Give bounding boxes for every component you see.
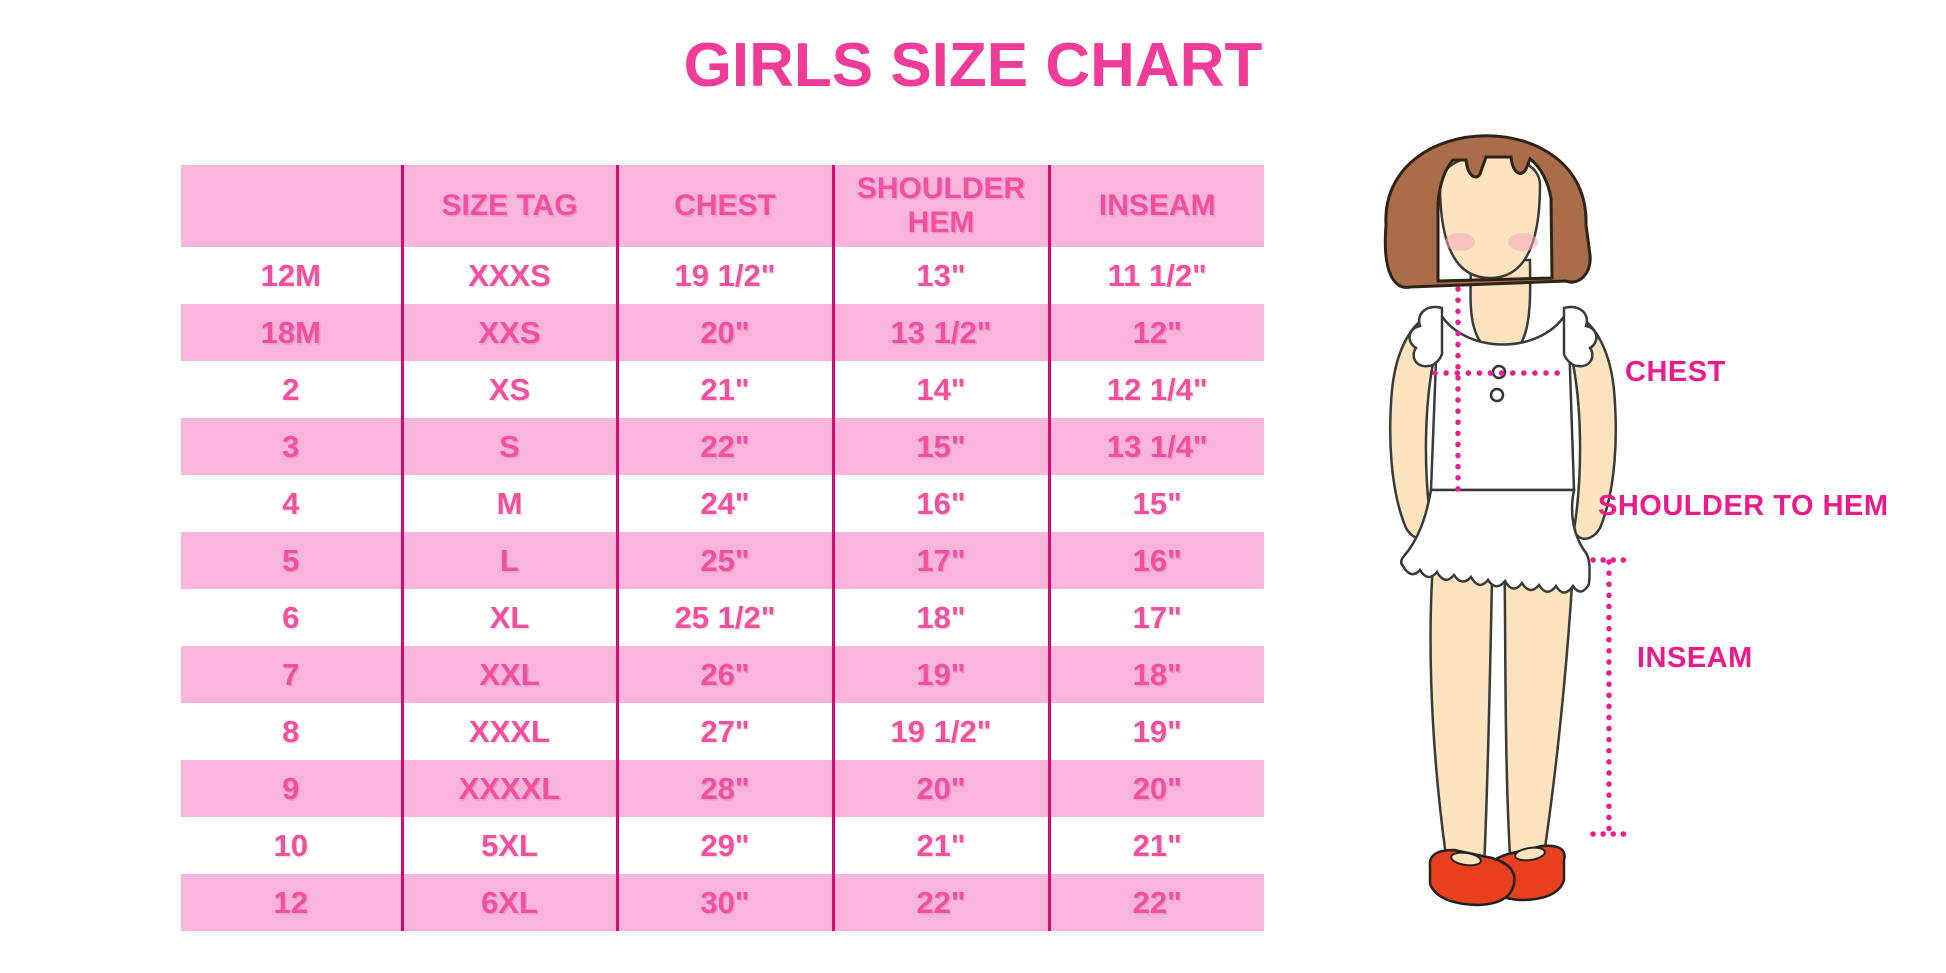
girl-left-ruffle [1408,305,1444,368]
header-row: SIZE TAG CHEST SHOULDER HEM INSEAM [181,165,1264,247]
table-cell: XS [400,361,617,418]
table-cell: 13 1/2" [831,304,1049,361]
table-cell: 21" [831,817,1049,874]
shoulder-to-hem-label: SHOULDER TO HEM [1598,490,1889,522]
girl-skirt [1400,488,1591,594]
table-cell: 19 1/2" [615,247,833,304]
table-cell: 5XL [400,817,617,874]
table-cell: 12 [181,874,402,931]
table-cell: 15" [1047,475,1264,532]
table-cell: 19 1/2" [831,703,1049,760]
column-header: SIZE TAG [400,165,617,247]
girl-figure-drawing [1383,134,1628,907]
girl-right-ruffle [1562,305,1598,368]
table-cell: 22" [831,874,1049,931]
table-cell: 27" [615,703,833,760]
table-cell: 22" [615,418,833,475]
table-cell: 12M [181,247,402,304]
table-cell: XXL [400,646,617,703]
table-cell: 15" [831,418,1049,475]
table-cell: 19" [831,646,1049,703]
column-header [181,165,402,247]
table-cell: 17" [1047,589,1264,646]
table-cell: M [400,475,617,532]
table-cell: 2 [181,361,402,418]
table-cell: XXXS [400,247,617,304]
girl-hair [1383,134,1592,289]
table-cell: 17" [831,532,1049,589]
table-cell: 10 [181,817,402,874]
table-row: 12 6XL 30" 22" 22" [181,874,1264,931]
table-cell: 18" [1047,646,1264,703]
table-cell: 20" [831,760,1049,817]
column-header: INSEAM [1047,165,1264,247]
column-header: SHOULDER HEM [831,165,1049,247]
table-cell: 16" [831,475,1049,532]
table-cell: 20" [1047,760,1264,817]
table-row: 18M XXS 20" 13 1/2" 12" [181,304,1264,361]
table-cell: 9 [181,760,402,817]
table-row: 10 5XL 29" 21" 21" [181,817,1264,874]
table-cell: XL [400,589,617,646]
table-cell: 25 1/2" [615,589,833,646]
table-cell: 3 [181,418,402,475]
table-row: 6 XL 25 1/2" 18" 17" [181,589,1264,646]
table-cell: 13 1/4" [1047,418,1264,475]
table-cell: 21" [1047,817,1264,874]
table-cell: 7 [181,646,402,703]
girl-face [1438,153,1542,280]
table-cell: 12 1/4" [1047,361,1264,418]
table-cell: 11 1/2" [1047,247,1264,304]
top-button-2 [1489,387,1505,403]
table-cell: 8 [181,703,402,760]
table-cell: 5 [181,532,402,589]
column-header: CHEST [615,165,833,247]
girl-left-arm [1389,310,1440,540]
table-cell: 18M [181,304,402,361]
table-row: 4 M 24" 16" 15" [181,475,1264,532]
table-row: 2 XS 21" 14" 12 1/4" [181,361,1264,418]
table-cell: L [400,532,617,589]
table-cell: 25" [615,532,833,589]
girl-left-shoe [1428,848,1516,907]
table-cell: 21" [615,361,833,418]
table-cell: 22" [1047,874,1264,931]
table-cell: 18" [831,589,1049,646]
table-cell: 26" [615,646,833,703]
chest-label: CHEST [1625,356,1726,388]
table-cell: 19" [1047,703,1264,760]
table-cell: XXXL [400,703,617,760]
table-row: 8 XXXL 27" 19 1/2" 19" [181,703,1264,760]
table-cell: 16" [1047,532,1264,589]
table-cell: 24" [615,475,833,532]
table-cell: 14" [831,361,1049,418]
table-body: 12M XXXS 19 1/2" 13" 11 1/2" 18M XXS 20" 13 1/2"… [181,247,1264,931]
table-row: 12M XXXS 19 1/2" 13" 11 1/2" [181,247,1264,304]
inseam-label: INSEAM [1637,642,1753,674]
table-row: 3 S 22" 15" 13 1/4" [181,418,1264,475]
table-cell: XXS [400,304,617,361]
table-cell: 4 [181,475,402,532]
girl-left-cheek [1445,233,1475,251]
table-cell: S [400,418,617,475]
table-row: 7 XXL 26" 19" 18" [181,646,1264,703]
table-row: 5 L 25" 17" 16" [181,532,1264,589]
table-cell: 20" [615,304,833,361]
girl-right-cheek [1508,233,1538,251]
table-cell: 6XL [400,874,617,931]
girl-right-arm [1566,310,1617,540]
table-cell: 13" [831,247,1049,304]
table-cell: 28" [615,760,833,817]
girls-size-table: SIZE TAG CHEST SHOULDER HEM INSEAM 12M XXXS 1… [181,165,1264,931]
table-cell: 6 [181,589,402,646]
girl-measurement-illustration: CHEST SHOULDER TO HEM INSEAM [1280,60,1946,940]
table-row: 9 XXXXL 28" 20" 20" [181,760,1264,817]
table-cell: 29" [615,817,833,874]
table-cell: 30" [615,874,833,931]
page-title: GIRLS SIZE CHART [683,31,1263,100]
table-cell: 12" [1047,304,1264,361]
table-header: SIZE TAG CHEST SHOULDER HEM INSEAM [181,165,1264,247]
table-cell: XXXXL [400,760,617,817]
